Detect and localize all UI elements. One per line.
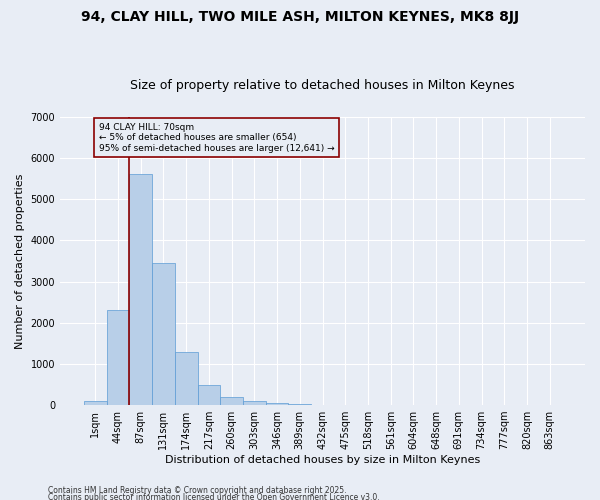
Title: Size of property relative to detached houses in Milton Keynes: Size of property relative to detached ho… [130,79,515,92]
Bar [130,174,152,405]
Bar [243,401,266,405]
Text: 94 CLAY HILL: 70sqm
← 5% of detached houses are smaller (654)
95% of semi-detach: 94 CLAY HILL: 70sqm ← 5% of detached hou… [98,123,334,153]
Bar [107,310,130,405]
Text: Contains public sector information licensed under the Open Government Licence v3: Contains public sector information licen… [48,494,380,500]
Bar [175,352,197,405]
Bar [220,397,243,405]
Text: 94, CLAY HILL, TWO MILE ASH, MILTON KEYNES, MK8 8JJ: 94, CLAY HILL, TWO MILE ASH, MILTON KEYN… [81,10,519,24]
X-axis label: Distribution of detached houses by size in Milton Keynes: Distribution of detached houses by size … [165,455,480,465]
Bar [266,403,289,405]
Bar [152,263,175,405]
Y-axis label: Number of detached properties: Number of detached properties [15,173,25,348]
Bar [84,401,107,405]
Bar [197,386,220,405]
Bar [289,404,311,405]
Text: Contains HM Land Registry data © Crown copyright and database right 2025.: Contains HM Land Registry data © Crown c… [48,486,347,495]
